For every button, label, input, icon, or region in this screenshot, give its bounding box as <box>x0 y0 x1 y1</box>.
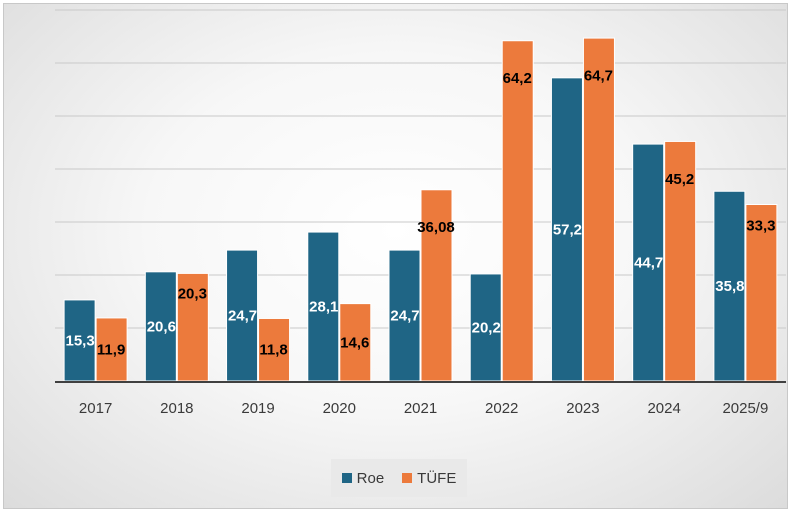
x-axis: 2017 2018 2019 2020 2021 2022 2023 2024 2025/9 <box>55 381 786 417</box>
data-label-roe: 15,3 <box>66 332 95 349</box>
data-label-roe: 44,7 <box>634 255 663 272</box>
data-label-tufe: 64,7 <box>584 67 613 84</box>
x-tick-label: 2023 <box>566 400 599 417</box>
bar-roe-2018 <box>144 271 177 382</box>
x-tick-label: 2020 <box>323 400 356 417</box>
bar-roe-2025/9 <box>713 190 746 382</box>
bars <box>63 37 778 382</box>
legend: Roe TÜFE <box>331 459 467 497</box>
data-label-tufe: 11,9 <box>97 341 125 358</box>
legend-label-roe: Roe <box>356 469 385 487</box>
legend-label-tufe: TÜFE <box>417 469 457 487</box>
x-tick-label: 2019 <box>241 400 274 417</box>
data-label-roe: 35,8 <box>715 278 744 295</box>
bar-roe-2024 <box>632 143 665 382</box>
bar-tufe-2021 <box>420 189 453 382</box>
bar-tufe-2019 <box>258 317 291 382</box>
data-label-roe: 20,2 <box>472 319 501 336</box>
legend-item-tufe: TÜFE <box>402 470 456 487</box>
bar-tufe-2018 <box>176 272 209 382</box>
x-tick-label: 2022 <box>485 400 518 417</box>
x-tick-label: 2021 <box>404 400 437 417</box>
data-label-roe: 24,7 <box>390 308 419 325</box>
data-label-tufe: 64,2 <box>503 70 532 87</box>
data-label-tufe: 14,6 <box>340 334 369 351</box>
bar-tufe-2022 <box>501 40 534 382</box>
data-label-tufe: 20,3 <box>178 285 207 302</box>
data-label-roe: 57,2 <box>553 221 582 238</box>
data-label-tufe: 36,08 <box>417 219 455 236</box>
data-label-tufe: 33,3 <box>746 218 775 235</box>
data-label-roe: 20,6 <box>147 318 176 335</box>
bar-roe-2020 <box>307 231 340 382</box>
data-label-roe: 24,7 <box>228 308 257 325</box>
bar-roe-2022 <box>469 273 502 382</box>
bar-roe-2021 <box>388 249 421 382</box>
x-tick-label: 2025/9 <box>722 400 768 417</box>
legend-swatch-roe <box>341 473 352 483</box>
legend-swatch-tufe <box>402 473 413 483</box>
data-label-tufe: 11,8 <box>259 342 287 359</box>
bar-roe-2017 <box>63 299 96 382</box>
bar-tufe-2017 <box>95 317 128 382</box>
x-tick-label: 2017 <box>79 400 112 417</box>
bar-roe-2019 <box>226 249 259 382</box>
bar-tufe-2024 <box>664 140 697 382</box>
bar-tufe-2025/9 <box>745 204 778 382</box>
bar-tufe-2023 <box>582 37 615 382</box>
x-tick-label: 2018 <box>160 400 193 417</box>
legend-item-roe: Roe <box>341 469 385 487</box>
bar-roe-2023 <box>550 77 583 382</box>
x-tick-label: 2024 <box>647 400 680 417</box>
data-labels: 15,311,920,620,324,711,828,114,624,736,0… <box>66 67 776 358</box>
data-label-tufe: 45,2 <box>665 171 694 188</box>
data-label-roe: 28,1 <box>309 299 338 316</box>
